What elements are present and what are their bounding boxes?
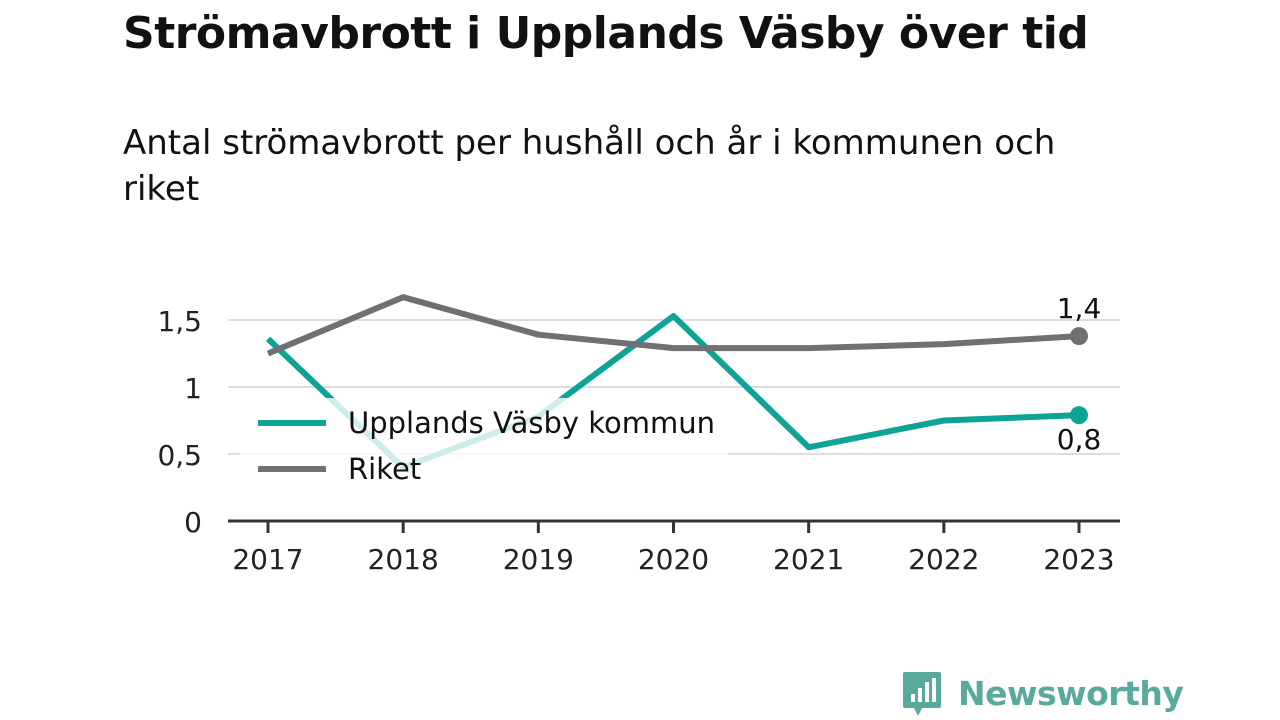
y-tick-label: 1 xyxy=(184,372,202,405)
y-axis-tick-labels: 0 0,5 1 1,5 xyxy=(157,305,202,539)
x-tick-label: 2020 xyxy=(638,543,709,576)
y-tick-label: 1,5 xyxy=(157,305,202,338)
x-tick-label: 2023 xyxy=(1043,543,1114,576)
brand: Newsworthy xyxy=(902,670,1184,718)
legend-background xyxy=(240,398,728,494)
x-tick-label: 2017 xyxy=(232,543,303,576)
brand-name: Newsworthy xyxy=(958,674,1184,713)
x-axis-ticks xyxy=(266,521,1081,533)
newsworthy-logo-icon xyxy=(903,672,941,716)
end-marker xyxy=(1070,406,1088,425)
legend: Upplands Väsby kommun Riket xyxy=(240,398,728,494)
legend-label: Upplands Väsby kommun xyxy=(348,406,715,440)
end-value-label: 1,4 xyxy=(1057,292,1102,325)
y-tick-label: 0,5 xyxy=(157,439,202,472)
legend-label: Riket xyxy=(348,452,421,486)
chart-subtitle: Antal strömavbrott per hushåll och år i … xyxy=(123,123,1056,209)
x-tick-label: 2018 xyxy=(368,543,439,576)
y-tick-label: 0 xyxy=(184,506,202,539)
x-axis-tick-labels: 2017 2018 2019 2020 2021 2022 2023 xyxy=(232,543,1114,576)
x-tick-label: 2021 xyxy=(773,543,844,576)
end-markers: 0,8 1,4 xyxy=(1057,292,1102,456)
series-line-riket xyxy=(266,294,1080,357)
chart-title: Strömavbrott i Upplands Väsby över tid xyxy=(123,8,1089,59)
x-tick-label: 2019 xyxy=(503,543,574,576)
end-marker xyxy=(1070,327,1088,346)
end-value-label: 0,8 xyxy=(1057,423,1102,456)
x-tick-label: 2022 xyxy=(908,543,979,576)
